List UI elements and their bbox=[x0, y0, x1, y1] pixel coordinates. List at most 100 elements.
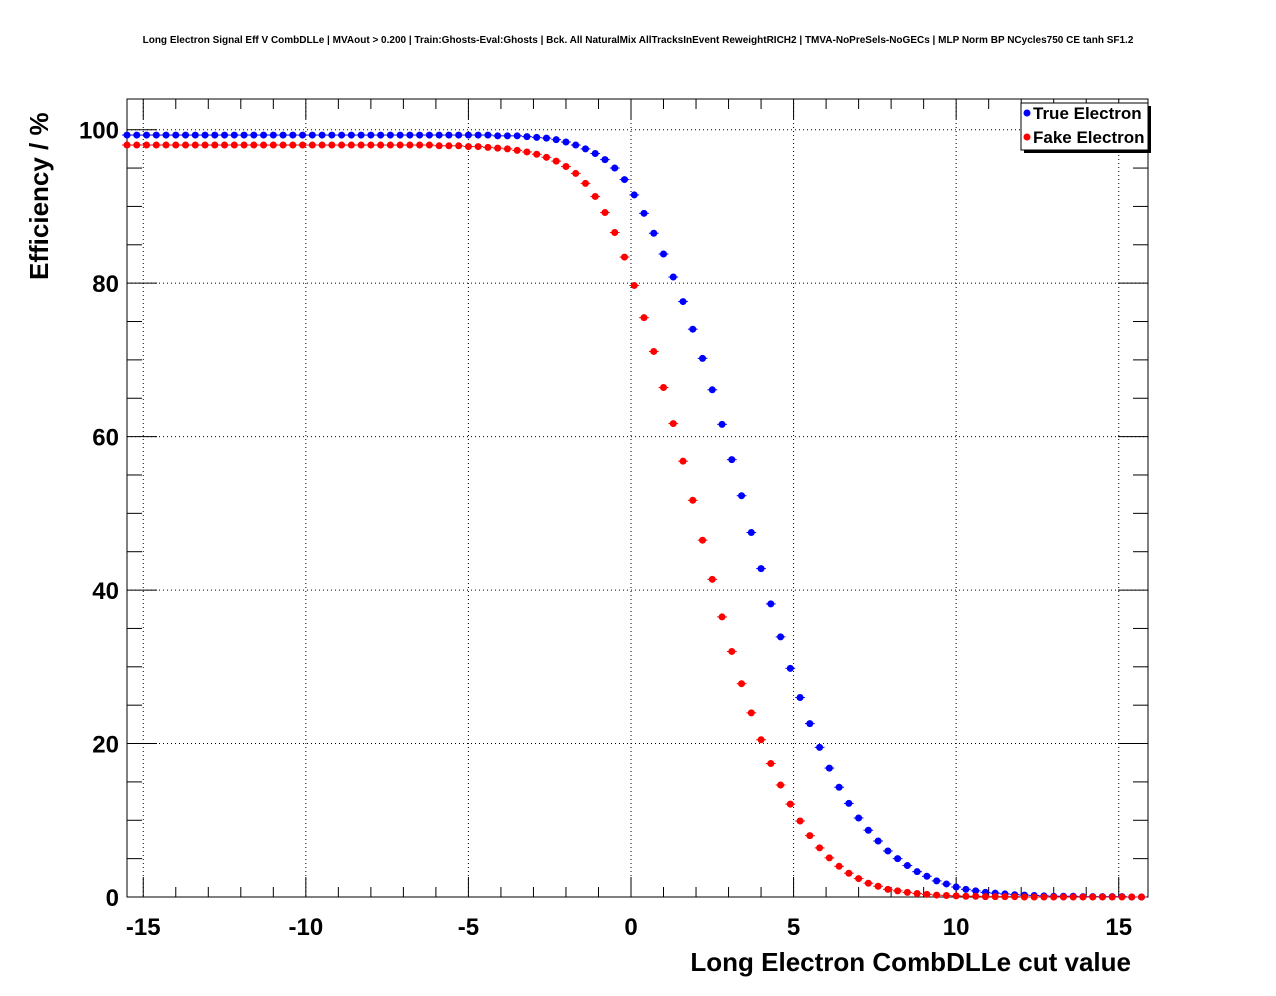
data-point bbox=[611, 229, 619, 237]
legend-label-true-electron: True Electron bbox=[1033, 104, 1142, 123]
data-point bbox=[1030, 893, 1038, 901]
data-point bbox=[972, 887, 980, 895]
data-point bbox=[484, 143, 492, 151]
data-point bbox=[786, 800, 794, 808]
data-point bbox=[318, 131, 326, 139]
legend-label-fake-electron: Fake Electron bbox=[1033, 128, 1145, 147]
data-point bbox=[1011, 893, 1019, 901]
data-point bbox=[221, 131, 229, 139]
data-point bbox=[503, 145, 511, 153]
x-tick-label: -10 bbox=[288, 914, 323, 941]
series-layer bbox=[122, 131, 1147, 901]
x-tick-label: 0 bbox=[624, 914, 637, 941]
data-point bbox=[406, 131, 414, 139]
data-point bbox=[250, 141, 258, 149]
data-point bbox=[572, 141, 580, 149]
data-point bbox=[338, 141, 346, 149]
data-point bbox=[328, 131, 336, 139]
series-true-electron bbox=[122, 131, 1147, 901]
data-point bbox=[640, 209, 648, 217]
data-point bbox=[942, 880, 950, 888]
y-tick-label: 100 bbox=[79, 118, 119, 145]
legend-box bbox=[1020, 102, 1149, 151]
data-point bbox=[416, 131, 424, 139]
data-point bbox=[425, 131, 433, 139]
data-point bbox=[757, 565, 765, 573]
series-fake-electron bbox=[122, 141, 1147, 901]
data-point bbox=[269, 131, 277, 139]
data-point bbox=[777, 781, 785, 789]
y-tick-label: 60 bbox=[92, 425, 119, 452]
data-point bbox=[845, 799, 853, 807]
data-point bbox=[318, 141, 326, 149]
data-point bbox=[874, 882, 882, 890]
data-point bbox=[221, 141, 229, 149]
data-point bbox=[308, 131, 316, 139]
data-point bbox=[474, 131, 482, 139]
data-point bbox=[377, 141, 385, 149]
data-point bbox=[933, 891, 941, 899]
data-point bbox=[484, 131, 492, 139]
data-point bbox=[367, 131, 375, 139]
data-point bbox=[523, 148, 531, 156]
data-point bbox=[923, 890, 931, 898]
grid bbox=[127, 99, 1148, 898]
data-point bbox=[406, 141, 414, 149]
y-tick-label: 0 bbox=[106, 885, 119, 912]
data-point bbox=[669, 273, 677, 281]
data-point bbox=[845, 869, 853, 877]
data-point bbox=[962, 892, 970, 900]
data-point bbox=[230, 131, 238, 139]
data-point bbox=[396, 131, 404, 139]
data-point bbox=[260, 131, 268, 139]
data-point bbox=[825, 854, 833, 862]
data-point bbox=[660, 384, 668, 392]
data-point bbox=[533, 150, 541, 158]
data-point bbox=[894, 855, 902, 863]
data-point bbox=[620, 253, 628, 261]
data-point bbox=[1050, 893, 1058, 901]
data-point bbox=[455, 131, 463, 139]
data-point bbox=[308, 141, 316, 149]
data-point bbox=[201, 131, 209, 139]
data-point bbox=[816, 743, 824, 751]
data-point bbox=[552, 157, 560, 165]
data-point bbox=[240, 131, 248, 139]
data-point bbox=[1040, 893, 1048, 901]
data-point bbox=[591, 192, 599, 200]
data-point bbox=[211, 141, 219, 149]
data-point bbox=[913, 868, 921, 876]
data-point bbox=[377, 131, 385, 139]
data-point bbox=[230, 141, 238, 149]
data-point bbox=[513, 132, 521, 140]
x-axis-title: Long Electron CombDLLe cut value bbox=[690, 947, 1131, 977]
data-point bbox=[328, 141, 336, 149]
data-point bbox=[981, 893, 989, 901]
data-point bbox=[991, 893, 999, 901]
y-tick-label: 20 bbox=[92, 732, 119, 759]
data-point bbox=[513, 146, 521, 154]
data-point bbox=[835, 783, 843, 791]
data-point bbox=[806, 720, 814, 728]
data-point bbox=[972, 892, 980, 900]
x-tick-label: 10 bbox=[943, 914, 970, 941]
data-point bbox=[1098, 893, 1106, 901]
x-tick-label: -15 bbox=[126, 914, 161, 941]
data-point bbox=[747, 709, 755, 717]
data-point bbox=[728, 647, 736, 655]
data-point bbox=[679, 457, 687, 465]
data-point bbox=[464, 131, 472, 139]
data-point bbox=[630, 281, 638, 289]
data-point bbox=[503, 132, 511, 140]
data-point bbox=[182, 141, 190, 149]
data-point bbox=[143, 141, 151, 149]
data-point bbox=[903, 862, 911, 870]
data-point bbox=[1079, 893, 1087, 901]
data-point bbox=[260, 141, 268, 149]
data-point bbox=[728, 456, 736, 464]
plot-frame bbox=[126, 98, 1149, 898]
data-point bbox=[933, 877, 941, 885]
data-point bbox=[1108, 893, 1116, 901]
data-point bbox=[191, 131, 199, 139]
data-point bbox=[855, 875, 863, 883]
